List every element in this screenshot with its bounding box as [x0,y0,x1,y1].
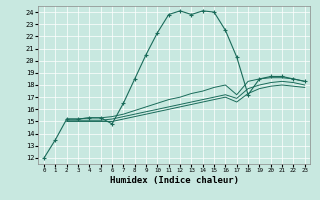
X-axis label: Humidex (Indice chaleur): Humidex (Indice chaleur) [110,176,239,185]
